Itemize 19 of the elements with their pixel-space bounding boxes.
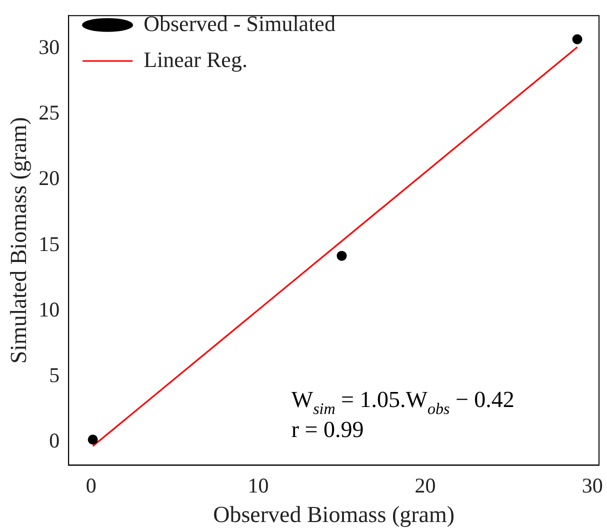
y-tick-label: 0 <box>49 428 60 453</box>
y-tick-label: 30 <box>38 34 60 59</box>
point <box>88 434 98 445</box>
legend-label: Observed - Simulated <box>144 10 336 36</box>
point <box>572 34 582 44</box>
y-axis-title: Simulated Biomass (gram) <box>6 117 31 364</box>
x-axis-title: Observed Biomass (gram) <box>213 502 455 528</box>
y-tick-label: 15 <box>38 232 60 256</box>
x-tick-label: 10 <box>248 473 269 498</box>
x-tick-label: 20 <box>414 473 436 498</box>
y-tick-label: 20 <box>38 166 60 190</box>
x-tick-label: 30 <box>582 473 603 498</box>
x-tick-label: 0 <box>86 473 96 498</box>
y-tick-label: 10 <box>38 297 60 322</box>
point <box>336 250 347 261</box>
y-tick-label: 25 <box>38 100 60 125</box>
y-tick-label: 5 <box>49 363 60 388</box>
annotation: r = 0.99 <box>291 417 364 442</box>
legend-label: Linear Reg. <box>144 46 248 72</box>
